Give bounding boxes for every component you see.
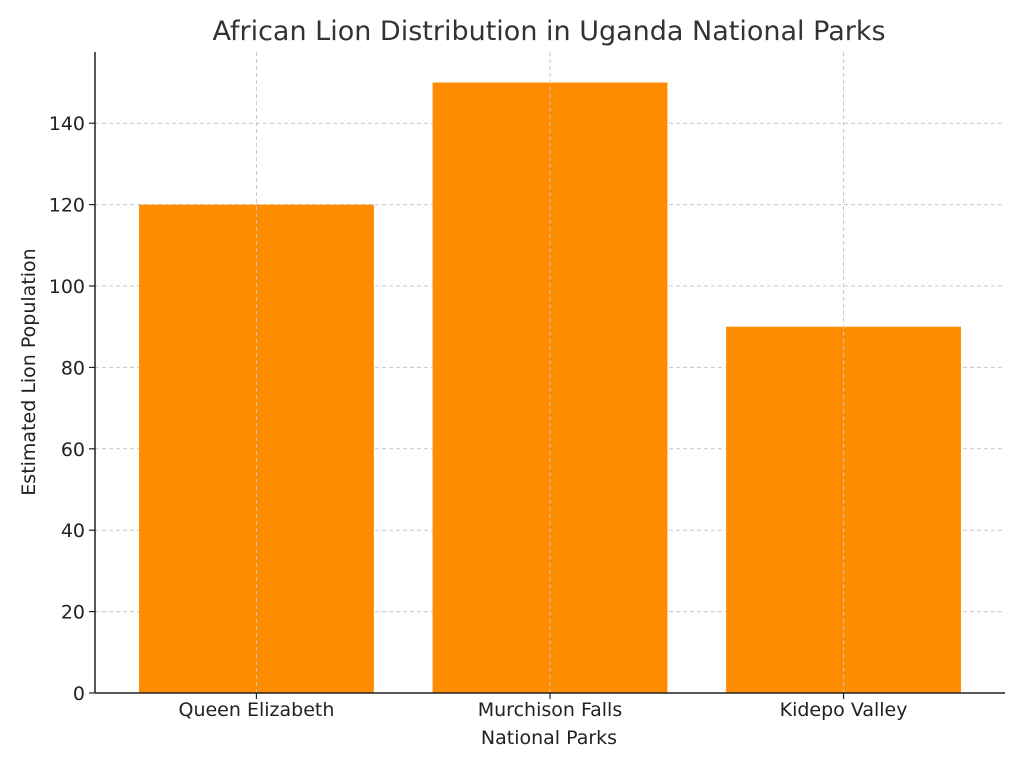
y-tick-label: 20	[61, 602, 85, 624]
y-axis-ticks: 0 20 40 60 80 100 120 140	[49, 113, 95, 705]
y-tick-label: 100	[49, 276, 85, 298]
chart-title: African Lion Distribution in Uganda Nati…	[212, 16, 885, 47]
x-tick-label: Queen Elizabeth	[179, 699, 335, 721]
x-tick-label: Kidepo Valley	[780, 699, 908, 721]
y-tick-label: 120	[49, 195, 85, 217]
y-axis-label: Estimated Lion Population	[18, 248, 40, 495]
y-tick-label: 40	[61, 520, 85, 542]
x-axis-ticks: Queen Elizabeth Murchison Falls Kidepo Val…	[179, 693, 908, 721]
y-tick-label: 0	[73, 683, 85, 705]
x-gridlines	[255, 52, 845, 693]
x-tick-label: Murchison Falls	[478, 699, 623, 721]
y-tick-label: 140	[49, 113, 85, 135]
y-tick-label: 80	[61, 357, 85, 379]
x-axis-label: National Parks	[481, 727, 617, 749]
y-tick-label: 60	[61, 439, 85, 461]
